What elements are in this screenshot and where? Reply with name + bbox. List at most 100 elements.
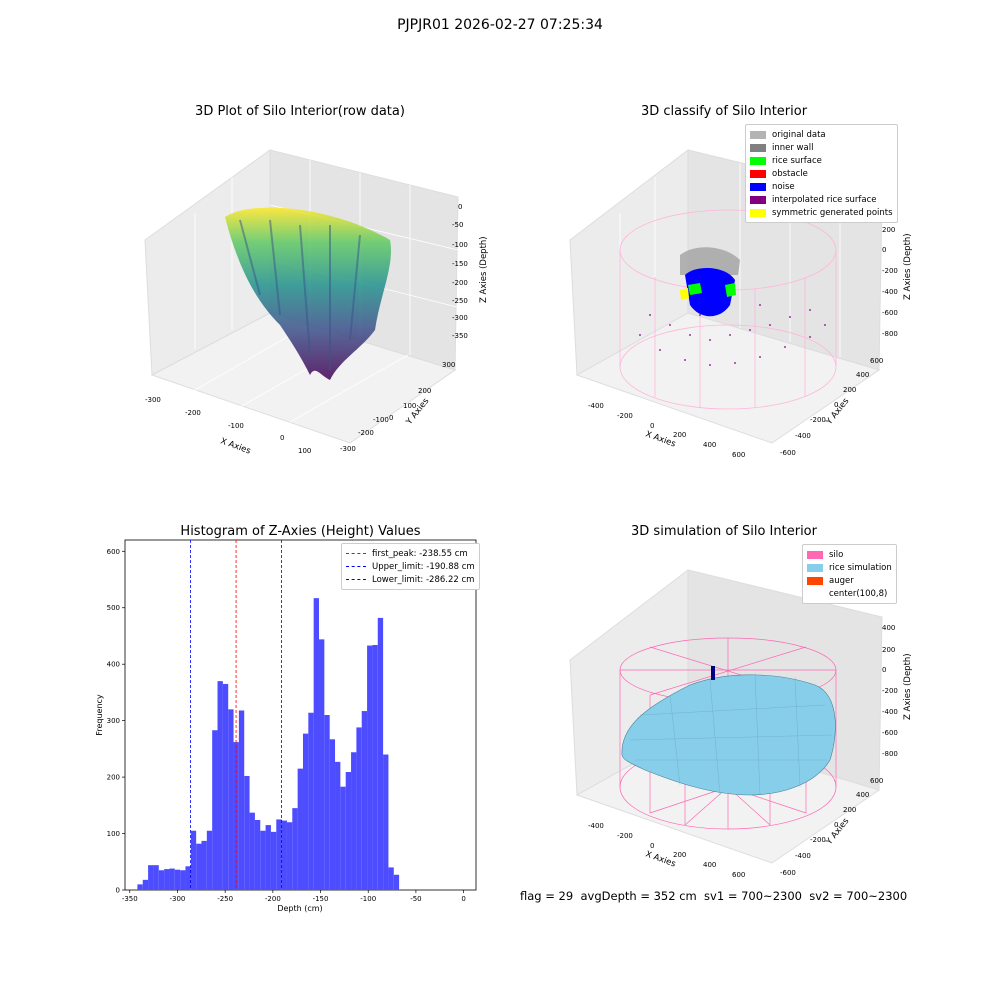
legend-label: noise <box>772 181 795 192</box>
raw-xlabel: X Axies <box>219 436 252 456</box>
histogram-bar <box>286 822 293 890</box>
raw-ytick: 100 <box>403 402 416 410</box>
histogram-bars <box>137 598 400 890</box>
histogram-bar <box>260 830 266 890</box>
legend-label: first_peak: -238.55 cm <box>372 548 468 559</box>
histogram-bar <box>217 681 223 890</box>
histogram-bar <box>228 709 234 890</box>
classify-ytick: 0 <box>834 401 838 409</box>
sim-ztick: -200 <box>882 687 898 695</box>
histogram-bar <box>174 869 181 890</box>
histogram-xtick-label: 0 <box>461 895 465 903</box>
raw-ztick: -350 <box>452 332 468 340</box>
raw-ytick: 200 <box>418 387 431 395</box>
classify-zlabel: Z Axies (Depth) <box>903 233 913 300</box>
histogram-xtick-label: -200 <box>265 895 281 903</box>
simulation-plot-title: 3D simulation of Silo Interior <box>631 524 817 539</box>
classify-ytick: 200 <box>843 386 856 394</box>
raw-ztick: -200 <box>452 279 468 287</box>
histogram-bar <box>345 772 352 890</box>
raw-ztick: -300 <box>452 314 468 322</box>
sim-rice-surface <box>621 674 836 796</box>
classify-ztick: 200 <box>882 226 895 234</box>
histogram-threshold-lines <box>190 540 282 890</box>
legend-line <box>346 579 366 580</box>
histogram-ytick-label: 0 <box>116 887 120 895</box>
histogram-ytick-label: 300 <box>107 717 120 725</box>
sim-ytick: 200 <box>843 806 856 814</box>
legend-item: Upper_limit: -190.88 cm <box>346 560 475 573</box>
legend-item: silo <box>807 548 892 561</box>
histogram-bar <box>164 869 170 890</box>
legend-label: silo <box>829 549 844 560</box>
legend-item: first_peak: -238.55 cm <box>346 547 475 560</box>
legend-swatch <box>750 130 766 139</box>
classify-floor-pane <box>575 312 881 444</box>
classify-silo-cylinder <box>619 209 837 410</box>
classify-ytick: 600 <box>870 357 883 365</box>
simulation-legend: silo rice simulation auger center(100,8) <box>802 544 897 604</box>
histogram-bar <box>270 831 277 890</box>
legend-item: center(100,8) <box>807 587 892 600</box>
classify-ytick: -600 <box>780 449 796 457</box>
legend-label: symmetric generated points <box>772 207 893 218</box>
histogram-bar <box>340 786 346 890</box>
histogram-bar <box>206 830 213 890</box>
classify-ztick: 0 <box>882 246 886 254</box>
histogram-bar <box>185 866 191 890</box>
sim-ztick: 200 <box>882 646 895 654</box>
raw-ytick: -100 <box>373 416 389 424</box>
histogram-bar <box>297 768 303 890</box>
histogram-bar <box>356 727 362 890</box>
raw-xtick: -300 <box>145 396 161 404</box>
histogram-xlabel: Depth (cm) <box>277 904 322 913</box>
legend-label: interpolated rice surface <box>772 194 877 205</box>
legend-swatch <box>750 182 766 191</box>
histogram-bar <box>254 820 261 890</box>
legend-label: obstacle <box>772 168 808 179</box>
classify-xtick: -200 <box>617 412 633 420</box>
raw-ztick: -50 <box>452 221 463 229</box>
histogram-bar <box>201 840 207 890</box>
histogram-xtick-label: -50 <box>410 895 421 903</box>
raw-plot-title: 3D Plot of Silo Interior(row data) <box>195 104 405 119</box>
histogram-ytick-label: 100 <box>107 830 120 838</box>
raw-ytick: 0 <box>389 414 393 422</box>
histogram-bar <box>222 683 229 890</box>
histogram-bar <box>180 870 186 890</box>
classify-xtick: 400 <box>703 441 716 449</box>
histogram-legend: first_peak: -238.55 cm Upper_limit: -190… <box>341 543 480 590</box>
histogram-bar <box>292 808 298 890</box>
status-footer: flag = 29 avgDepth = 352 cm sv1 = 700~23… <box>520 889 908 903</box>
histogram-ylabel: Frequency <box>95 694 104 736</box>
raw-ztick: 0 <box>458 203 462 211</box>
histogram-bar <box>377 617 384 890</box>
histogram-bar <box>249 812 255 890</box>
legend-swatch <box>750 156 766 165</box>
histogram-bar <box>142 879 149 890</box>
histogram-ytick-label: 400 <box>107 661 120 669</box>
histogram-yticks: 0 100 200 300 400 500 600 <box>107 548 125 895</box>
legend-item: auger <box>807 574 892 587</box>
legend-item: Lower_limit: -286.22 cm <box>346 573 475 586</box>
histogram-bar <box>319 639 325 890</box>
histogram-bar <box>329 739 336 890</box>
histogram-bar <box>281 820 287 890</box>
sim-ztick: 0 <box>882 666 886 674</box>
histogram-bar <box>169 868 175 890</box>
histogram-xtick-label: -300 <box>170 895 186 903</box>
sim-ztick: 400 <box>882 624 895 632</box>
histogram-bar <box>190 830 197 890</box>
legend-label: center(100,8) <box>829 588 888 599</box>
classify-interpolated-dots <box>639 304 826 366</box>
sim-ytick: -400 <box>795 852 811 860</box>
raw-xtick: -100 <box>228 422 244 430</box>
histogram-bar <box>137 884 143 890</box>
sim-ztick: -800 <box>882 750 898 758</box>
sim-xtick: 0 <box>650 842 654 850</box>
legend-item: noise <box>750 180 893 193</box>
classify-3d-plot: -400 -200 0 200 400 600 600 400 200 0 -2… <box>569 148 913 459</box>
histogram-bar <box>361 711 368 890</box>
sim-ztick: -600 <box>882 729 898 737</box>
classify-ztick: -200 <box>882 267 898 275</box>
